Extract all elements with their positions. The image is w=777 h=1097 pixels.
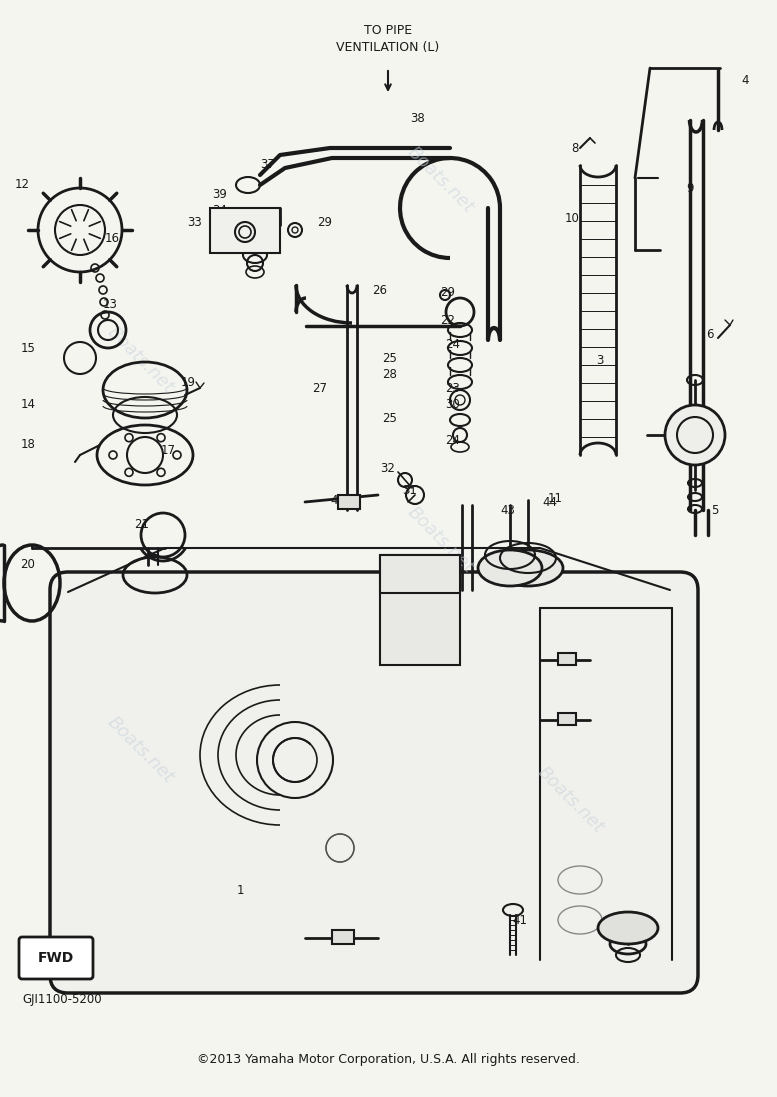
Text: 42: 42 — [632, 926, 647, 939]
Text: 21: 21 — [134, 519, 149, 532]
Text: Boats.net: Boats.net — [403, 144, 477, 217]
Bar — [380, 555, 460, 593]
Text: 44: 44 — [542, 496, 558, 509]
Text: 5: 5 — [711, 504, 719, 517]
Text: Boats.net: Boats.net — [103, 324, 177, 397]
Bar — [338, 495, 360, 509]
Text: 35: 35 — [211, 244, 225, 257]
Text: 2: 2 — [692, 423, 699, 437]
Text: 8: 8 — [571, 142, 579, 155]
Text: 26: 26 — [372, 283, 388, 296]
Bar — [210, 208, 280, 253]
Text: 10: 10 — [565, 212, 580, 225]
Text: 24: 24 — [445, 339, 461, 351]
Ellipse shape — [478, 550, 542, 586]
Text: 40: 40 — [330, 934, 346, 947]
Bar — [332, 930, 354, 945]
Text: 19: 19 — [180, 375, 196, 388]
FancyBboxPatch shape — [50, 572, 698, 993]
Ellipse shape — [493, 550, 563, 586]
Text: 14: 14 — [20, 398, 36, 411]
Text: GJI1100-5200: GJI1100-5200 — [22, 994, 102, 1007]
Bar — [380, 555, 460, 665]
Text: 7: 7 — [709, 414, 716, 427]
Text: 40: 40 — [330, 494, 346, 507]
FancyBboxPatch shape — [19, 937, 93, 979]
Text: 34: 34 — [213, 204, 228, 216]
Text: 32: 32 — [381, 462, 395, 475]
Text: 36: 36 — [211, 226, 225, 238]
Text: 41: 41 — [513, 914, 528, 927]
Text: Boats.net: Boats.net — [403, 504, 477, 577]
Text: FWD: FWD — [38, 951, 74, 965]
Text: 43: 43 — [423, 564, 437, 577]
Circle shape — [665, 405, 725, 465]
Text: 6: 6 — [706, 328, 714, 341]
Text: 16: 16 — [104, 231, 120, 245]
Text: 29: 29 — [318, 215, 333, 228]
Text: Boats.net: Boats.net — [103, 713, 177, 787]
Text: 25: 25 — [382, 411, 398, 425]
Ellipse shape — [598, 912, 658, 945]
Text: 20: 20 — [20, 558, 36, 572]
Text: VENTILATION (L): VENTILATION (L) — [336, 42, 440, 55]
Text: 4: 4 — [741, 73, 749, 87]
Text: 25: 25 — [382, 351, 398, 364]
Text: 12: 12 — [15, 179, 30, 192]
Text: 7: 7 — [709, 449, 716, 462]
Text: 13: 13 — [103, 298, 117, 312]
Text: ©2013 Yamaha Motor Corporation, U.S.A. All rights reserved.: ©2013 Yamaha Motor Corporation, U.S.A. A… — [197, 1053, 580, 1066]
Text: 17: 17 — [161, 443, 176, 456]
Bar — [558, 713, 576, 725]
Text: 22: 22 — [441, 314, 455, 327]
Text: 27: 27 — [312, 382, 327, 395]
Text: 31: 31 — [402, 484, 417, 497]
Text: Boats.net: Boats.net — [533, 764, 607, 837]
Circle shape — [235, 222, 255, 242]
Text: 43: 43 — [500, 504, 515, 517]
Text: 1: 1 — [236, 883, 244, 896]
Text: 3: 3 — [596, 353, 604, 366]
Text: TO PIPE: TO PIPE — [364, 23, 412, 36]
Text: 23: 23 — [445, 382, 461, 395]
Text: 29: 29 — [441, 285, 455, 298]
Text: 28: 28 — [382, 369, 398, 382]
Text: 24: 24 — [445, 433, 461, 446]
Text: 33: 33 — [187, 215, 202, 228]
Text: 18: 18 — [20, 439, 36, 452]
Text: 38: 38 — [410, 112, 425, 124]
Text: 39: 39 — [213, 189, 228, 202]
Text: 9: 9 — [686, 181, 694, 194]
Bar — [558, 653, 576, 665]
Text: 11: 11 — [548, 491, 563, 505]
Text: 15: 15 — [20, 341, 36, 354]
Text: 30: 30 — [446, 398, 461, 411]
Text: 37: 37 — [260, 158, 275, 171]
